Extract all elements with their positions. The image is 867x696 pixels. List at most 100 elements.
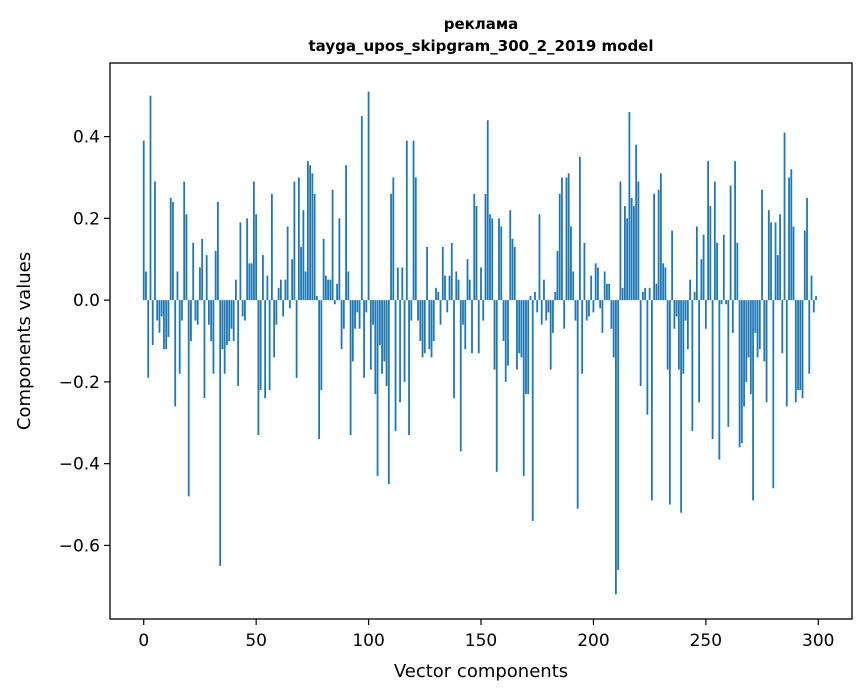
bar-49 (253, 181, 255, 301)
bar-69 (297, 177, 300, 301)
bar-72 (304, 271, 307, 301)
bar-21 (190, 300, 192, 341)
bar-114 (399, 300, 401, 403)
bar-110 (390, 193, 392, 301)
bar-29 (208, 300, 210, 325)
bar-47 (248, 263, 251, 301)
bar-295 (806, 197, 808, 301)
bar-67 (293, 181, 296, 301)
bar-130 (435, 287, 437, 301)
bar-247 (698, 300, 700, 403)
bar-98 (363, 300, 365, 378)
bar-221 (639, 300, 642, 386)
bar-165 (513, 246, 516, 301)
bar-0 (142, 140, 145, 301)
bar-206 (606, 283, 608, 301)
bar-297 (810, 275, 813, 301)
bar-202 (597, 267, 599, 301)
bar-149 (477, 300, 480, 354)
bar-296 (808, 300, 811, 374)
bar-212 (619, 181, 622, 301)
bar-42 (237, 300, 240, 386)
bar-204 (601, 300, 604, 333)
bar-226 (650, 300, 653, 501)
bar-166 (516, 300, 518, 370)
bar-264 (736, 242, 739, 301)
bar-176 (538, 214, 541, 301)
bar-213 (621, 287, 624, 301)
bar-156 (493, 300, 496, 370)
bar-8 (160, 300, 163, 317)
bar-48 (250, 263, 253, 301)
bar-218 (633, 206, 635, 301)
bar-154 (489, 214, 491, 301)
bar-54 (264, 300, 267, 399)
bar-87 (338, 218, 341, 301)
bar-256 (718, 300, 721, 460)
bar-280 (772, 300, 775, 489)
bar-173 (531, 300, 534, 521)
bar-35 (221, 300, 224, 350)
bar-136 (448, 275, 451, 301)
bar-199 (590, 275, 593, 301)
bar-140 (457, 279, 460, 301)
bar-262 (731, 300, 734, 333)
bar-11 (167, 300, 170, 337)
bar-83 (329, 279, 332, 301)
bar-219 (635, 144, 638, 301)
bar-216 (628, 112, 631, 301)
bar-248 (700, 259, 703, 301)
x-tick-label: 250 (690, 631, 722, 651)
bar-37 (226, 300, 228, 346)
bar-175 (536, 300, 539, 313)
bar-282 (776, 255, 779, 301)
bar-12 (169, 197, 172, 301)
bar-9 (163, 300, 165, 350)
bar-155 (491, 218, 494, 301)
bar-250 (704, 300, 707, 329)
bar-45 (244, 300, 246, 321)
bar-257 (720, 300, 723, 305)
bar-172 (529, 296, 532, 301)
bar-14 (174, 300, 177, 407)
bar-163 (509, 210, 512, 301)
bar-102 (372, 300, 374, 325)
bar-78 (318, 300, 321, 440)
bar-128 (430, 300, 433, 358)
bar-298 (812, 300, 815, 313)
bar-292 (799, 300, 802, 391)
bar-77 (315, 296, 318, 301)
bar-227 (653, 193, 656, 301)
bar-228 (655, 283, 658, 301)
bar-241 (684, 300, 687, 321)
bar-281 (774, 222, 777, 301)
bar-237 (675, 300, 678, 317)
bar-186 (561, 177, 563, 301)
bar-91 (347, 271, 350, 301)
bar-290 (794, 300, 797, 403)
bar-125 (423, 300, 426, 354)
bar-85 (333, 300, 336, 305)
bar-147 (473, 193, 476, 301)
bar-70 (300, 246, 303, 301)
bar-53 (262, 255, 264, 301)
bar-124 (421, 300, 424, 358)
bar-66 (291, 259, 294, 301)
bar-38 (228, 300, 231, 341)
bar-62 (282, 300, 285, 317)
bar-142 (462, 300, 464, 325)
bar-161 (504, 300, 507, 382)
bar-18 (183, 181, 186, 301)
bar-178 (543, 279, 545, 301)
bar-23 (194, 300, 197, 321)
bar-51 (257, 300, 260, 436)
bar-189 (567, 173, 570, 301)
bar-192 (574, 300, 577, 321)
bar-194 (579, 157, 581, 301)
bar-20 (187, 300, 190, 497)
bar-52 (259, 300, 262, 391)
bar-215 (626, 218, 629, 301)
bar-89 (342, 300, 345, 329)
bar-177 (540, 300, 543, 325)
